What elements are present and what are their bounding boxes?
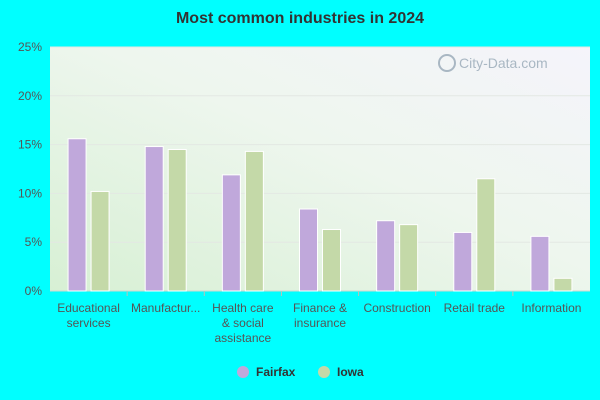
x-tick-label: Finance & insurance — [293, 301, 347, 330]
bar-iowa[interactable] — [399, 224, 419, 292]
bar-fairfax[interactable] — [376, 220, 396, 292]
legend-swatch-iowa — [318, 366, 330, 378]
chart-title: Most common industries in 2024 — [176, 10, 424, 27]
bar-fairfax[interactable] — [67, 138, 87, 292]
bar-fairfax[interactable] — [453, 231, 473, 292]
legend: Fairfax Iowa — [237, 365, 364, 379]
bars — [67, 138, 573, 292]
x-tick-label: Information — [521, 301, 581, 315]
bar-iowa[interactable] — [322, 229, 341, 292]
watermark: City-Data.com — [438, 54, 548, 72]
bar-iowa[interactable] — [553, 277, 573, 292]
bar-fairfax[interactable] — [299, 208, 318, 292]
grid — [50, 46, 590, 292]
watermark-logo-icon — [438, 54, 456, 72]
bar-iowa[interactable] — [167, 148, 187, 292]
y-tick-label: 5% — [25, 235, 43, 249]
bar-fairfax[interactable] — [530, 235, 550, 292]
x-tick-label: Construction — [363, 301, 430, 315]
plot-area — [50, 47, 590, 291]
bar-iowa[interactable] — [244, 150, 264, 292]
legend-swatch-fairfax — [237, 366, 249, 378]
bar-iowa[interactable] — [90, 190, 110, 292]
y-axis-ticks: 0% 5% 10% 15% 20% 25% — [18, 40, 42, 298]
watermark-text: City-Data.com — [459, 55, 548, 71]
y-tick-label: 0% — [25, 284, 43, 298]
x-tick-label: Retail trade — [444, 301, 506, 315]
y-tick-label: 15% — [18, 138, 42, 152]
legend-label-iowa: Iowa — [337, 365, 364, 379]
y-tick-label: 20% — [18, 89, 42, 103]
bar-iowa[interactable] — [476, 178, 496, 292]
x-tick-label: Manufactur... — [131, 301, 200, 315]
y-tick-label: 10% — [18, 186, 42, 200]
y-tick-label: 25% — [18, 40, 42, 54]
x-axis-ticks: Educational services Manufactur... Health c… — [57, 291, 581, 345]
x-tick-label: Health care & social assistance — [212, 301, 274, 345]
bar-fairfax[interactable] — [144, 146, 164, 292]
bar-fairfax[interactable] — [221, 174, 241, 292]
x-tick-label: Educational services — [57, 301, 120, 330]
legend-label-fairfax: Fairfax — [256, 365, 296, 379]
